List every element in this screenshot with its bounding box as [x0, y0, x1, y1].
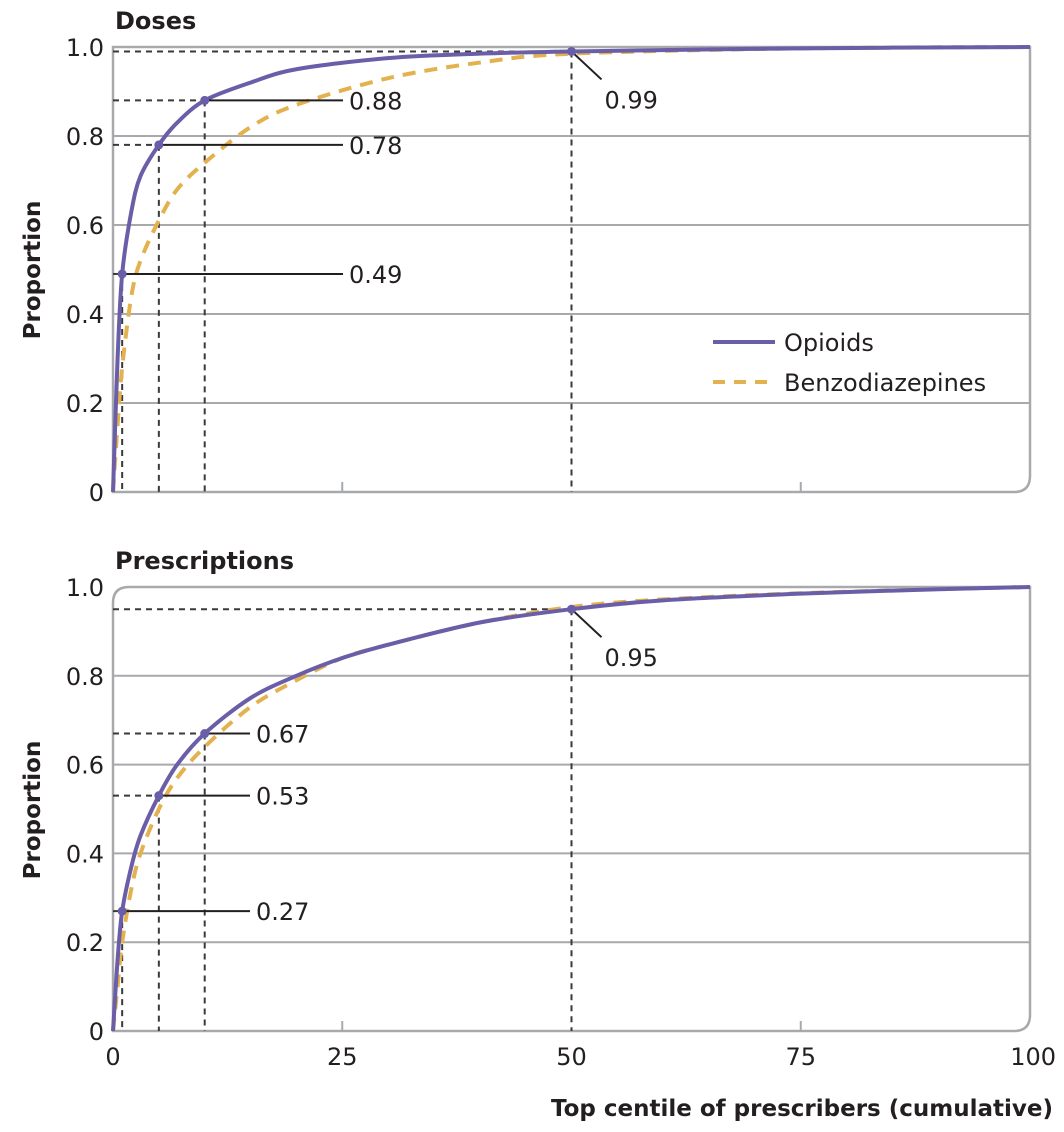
annotation-point: [567, 604, 576, 614]
annotation-point: [154, 140, 164, 150]
panel-doses: Doses Proportion 0.49 0.78 0.88 0.99 0 0.2 0.…: [20, 7, 1032, 507]
series-line-opioids: [111, 45, 1031, 493]
x-tick-label: 100: [1010, 1043, 1056, 1071]
panel-prescriptions: Prescriptions Proportion 0.27 0.53 0.67 0.9…: [20, 547, 1056, 1122]
annotation-point: [117, 906, 127, 916]
annotation-label: 0.49: [349, 261, 402, 289]
gridlines-doses: [111, 45, 1032, 494]
annotation-point: [200, 729, 210, 739]
annotation-label: 0.99: [605, 86, 658, 114]
annotation-label: 0.95: [605, 644, 658, 672]
guides-prescriptions: [113, 608, 573, 1031]
panel-title-prescriptions: Prescriptions: [115, 547, 294, 575]
y-tick-label: 0.6: [66, 212, 104, 240]
annotation-leader: [570, 50, 603, 81]
annotation-label: 0.27: [256, 898, 309, 926]
x-tick-label: 75: [785, 1043, 816, 1071]
guides-doses: [113, 50, 573, 492]
annotation-point: [200, 95, 210, 105]
y-tick-label: 0.2: [66, 390, 104, 418]
y-axis-label-prescriptions: Proportion: [20, 741, 46, 880]
legend: Opioids Benzodiazepines: [713, 329, 986, 397]
legend-label-benzodiazepines: Benzodiazepines: [784, 369, 986, 397]
annotation-point: [154, 791, 164, 801]
x-tick-label: 50: [556, 1043, 587, 1071]
series-line-benzodiazepines: [111, 45, 1031, 493]
y-tick-label: 0.8: [66, 663, 104, 691]
y-tick-label: 1.0: [66, 574, 104, 602]
y-tick-label: 1.0: [66, 34, 104, 62]
ticks-doses: 0 0.2 0.4 0.6 0.8 1.0: [66, 34, 104, 507]
y-tick-label: 0.8: [66, 123, 104, 151]
x-tick-label: 0: [105, 1043, 120, 1071]
y-tick-label: 0.6: [66, 752, 104, 780]
series-prescriptions: [111, 585, 1031, 1032]
panel-title-doses: Doses: [115, 7, 196, 35]
legend-label-opioids: Opioids: [784, 329, 874, 357]
annotations-doses: 0.49 0.78 0.88 0.99: [117, 46, 658, 289]
annotation-label: 0.67: [256, 721, 309, 749]
series-line-opioids: [111, 585, 1031, 1032]
annotation-point: [117, 269, 127, 279]
y-tick-label: 0.2: [66, 929, 104, 957]
annotation-label: 0.88: [349, 87, 402, 115]
annotation-leader: [570, 608, 603, 638]
y-tick-label: 0: [89, 479, 104, 507]
y-tick-label: 0.4: [66, 840, 104, 868]
series-doses: [111, 45, 1031, 493]
y-tick-label: 0.4: [66, 301, 104, 329]
annotations-prescriptions: 0.27 0.53 0.67 0.95: [117, 604, 658, 926]
x-axis-label: Top centile of prescribers (cumulative): [551, 1096, 1053, 1122]
annotation-label: 0.78: [349, 132, 402, 160]
y-tick-label: 0: [89, 1018, 104, 1046]
annotation-label: 0.53: [256, 783, 309, 811]
annotation-point: [567, 46, 576, 56]
x-tick-label: 25: [327, 1043, 358, 1071]
ticks-prescriptions: 0 0.2 0.4 0.6 0.8 1.0 0 25 50 75 100: [66, 574, 1056, 1071]
plot-frame: [111, 45, 1032, 494]
y-axis-label-doses: Proportion: [20, 201, 46, 340]
